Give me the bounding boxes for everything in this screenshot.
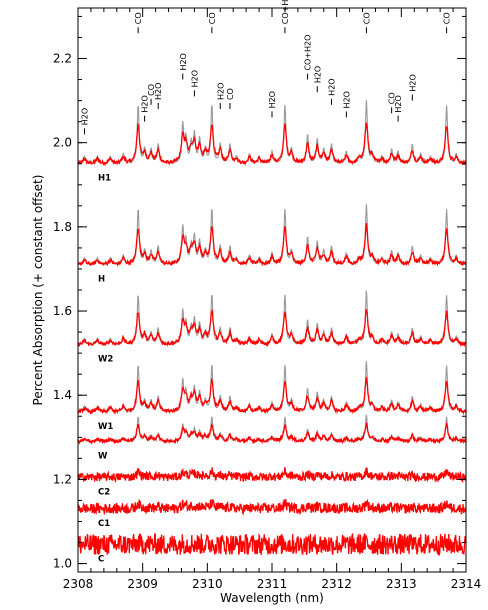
line-id-label: H2O <box>342 91 351 108</box>
observed-spectrum-W1 <box>77 376 467 416</box>
observed-spectrum-H1 <box>77 122 467 167</box>
line-id-label: H2O <box>141 95 150 112</box>
line-id-label: CO <box>134 12 143 24</box>
line-id-label: H2O <box>313 66 322 83</box>
y-tick-label: 1.0 <box>53 557 72 571</box>
y-axis-title: Percent Absorption (+ constant offset) <box>31 175 45 406</box>
line-id-label: H2O <box>179 53 188 70</box>
spectrum-label-C1: C1 <box>98 519 110 529</box>
line-id-label: H2O <box>327 78 336 95</box>
spectrum-label-W1: W1 <box>98 422 113 432</box>
model-spectrum-W1 <box>78 361 466 413</box>
line-id-label: CO <box>388 92 397 104</box>
line-id-label: CO <box>443 12 452 24</box>
x-tick-label: 2310 <box>192 577 223 591</box>
y-tick-label: 1.6 <box>53 304 72 318</box>
y-tick-label: 1.4 <box>53 388 72 402</box>
y-tick-label: 2.2 <box>53 52 72 66</box>
spectrum-label-H1: H1 <box>98 174 111 184</box>
y-tick-label: 2.0 <box>53 136 72 150</box>
line-id-label: H2O <box>394 95 403 112</box>
observed-spectrum-W <box>77 421 467 446</box>
y-tick-label: 1.8 <box>53 220 72 234</box>
line-id-label: H2O <box>268 91 277 108</box>
line-id-label: H2O <box>154 83 163 100</box>
spectrum-label-H: H <box>98 275 105 285</box>
spectrum-label-W: W <box>98 452 108 462</box>
x-tick-label: 2308 <box>63 577 94 591</box>
spectrum-label-C2: C2 <box>98 487 110 497</box>
x-tick-label: 2312 <box>321 577 352 591</box>
spectrum-label-W2: W2 <box>98 355 113 365</box>
line-id-label: H2O <box>190 70 199 87</box>
line-id-label: H2O <box>80 108 89 125</box>
line-id-label: CO <box>147 84 156 96</box>
observed-spectrum-C <box>77 532 467 556</box>
line-id-label: H2O <box>408 74 417 91</box>
x-tick-label: 2314 <box>451 577 482 591</box>
line-id-label: CO+H2O <box>281 0 290 24</box>
observed-spectrum-W2 <box>77 308 467 348</box>
line-id-label: CO <box>226 88 235 100</box>
x-axis-title: Wavelength (nm) <box>220 591 324 605</box>
x-tick-label: 2309 <box>127 577 158 591</box>
line-id-label: H2O <box>216 83 225 100</box>
x-tick-label: 2311 <box>257 577 288 591</box>
x-tick-label: 2313 <box>386 577 417 591</box>
line-id-label: CO <box>362 12 371 24</box>
observed-spectrum-C1 <box>77 498 467 517</box>
axes-layer: 2308 2309 2310 2311 2312 2313 2314 1.0 1.2 1.4 1.6… <box>53 7 482 591</box>
line-id-label: CO <box>208 12 217 24</box>
observed-spectrum-H <box>77 222 467 268</box>
line-id-label: CO+H2O <box>304 35 313 71</box>
observed-spectrum-C2 <box>77 467 467 484</box>
spectrum-label-C: C <box>98 555 104 565</box>
series-layer <box>77 99 467 556</box>
y-tick-label: 1.2 <box>53 472 72 486</box>
